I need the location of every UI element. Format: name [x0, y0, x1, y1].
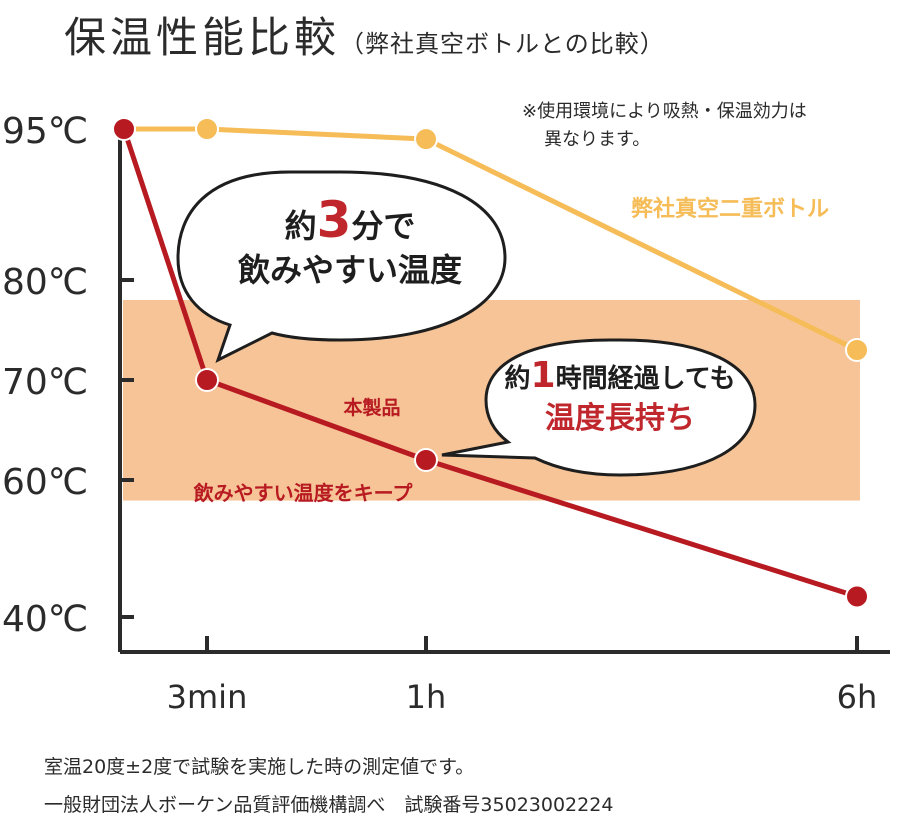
bubble-3min-line2: 飲みやすい温度 [237, 251, 462, 289]
y-tick-label: 70℃ [2, 362, 88, 403]
x-tick-label: 1h [406, 678, 447, 716]
usage-note-line1: ※使用環境により吸熱・保温効力は [522, 101, 807, 122]
bubble-3min-pre: 約 [284, 207, 317, 245]
data-point-product [845, 584, 869, 609]
band-label: 飲みやすい温度をキープ [193, 481, 414, 505]
data-point-competitor [845, 338, 869, 362]
footer-test-source: 一般財団法人ボーケン品質評価機構調べ 試験番号35023002224 [44, 794, 614, 816]
bubble-1h-number: 1 [530, 355, 556, 396]
x-tick-label: 6h [837, 678, 878, 716]
bubble-1h-mid: 時間経過しても [555, 364, 736, 394]
data-point-product [112, 117, 136, 141]
bubble-3min-number: 3 [316, 191, 352, 249]
series-line-competitor [124, 126, 859, 353]
bubble-1h-text: 約1時間経過しても 温度長持ち [490, 356, 750, 439]
y-tick-label: 60℃ [2, 462, 88, 503]
series-label-product: 本製品 [343, 396, 400, 419]
data-point-product [414, 448, 438, 472]
bubble-3min-mid: 分で [351, 207, 416, 245]
usage-note-line2: 異なります。 [544, 129, 651, 150]
usage-note: ※使用環境により吸熱・保温効力は 異なります。 [522, 98, 902, 154]
bubble-1h-pre: 約 [504, 364, 531, 394]
series-label-competitor: 弊社真空二重ボトル [631, 196, 829, 222]
x-tick-label: 3min [167, 678, 248, 716]
series-line-product [121, 128, 858, 599]
data-point-competitor [195, 117, 219, 141]
speech-bubble-3min [176, 170, 507, 363]
bubble-3min-text: 約3分で 飲みやすい温度 [205, 195, 495, 292]
y-tick-label: 95℃ [2, 111, 88, 152]
y-tick-label: 40℃ [2, 599, 88, 640]
data-point-product [195, 368, 219, 392]
footer-test-condition: 室温20度±2度で試験を実施した時の測定値です。 [44, 756, 475, 778]
chart-title-block: 保温性能比較（弊社真空ボトルとの比較） [64, 4, 665, 65]
chart-title: 保温性能比較 [64, 13, 341, 62]
chart-subtitle: （弊社真空ボトルとの比較） [340, 30, 665, 58]
speech-bubble-1h [441, 338, 757, 477]
y-tick-label: 80℃ [2, 262, 88, 303]
bubble-1h-line2: 温度長持ち [545, 401, 695, 436]
data-point-competitor [414, 127, 438, 152]
